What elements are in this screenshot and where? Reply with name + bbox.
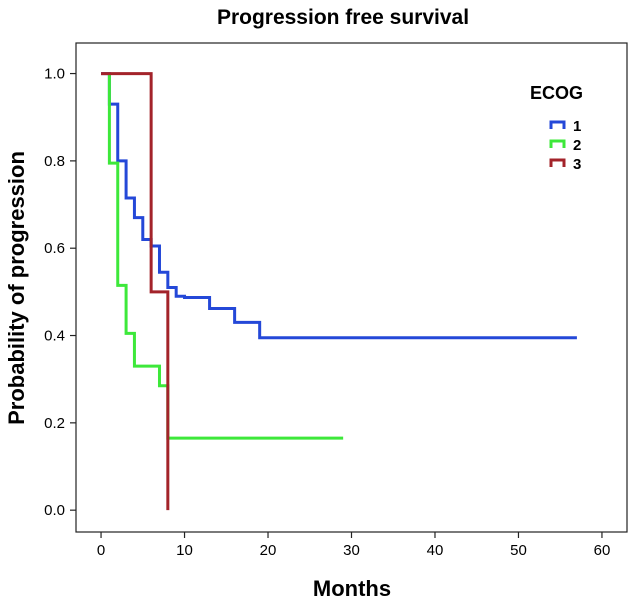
x-axis-ticks: 0 10 20 30 40 50 60: [97, 532, 610, 559]
legend: ECOG 1 2 3: [530, 83, 583, 173]
series-line-ecog-1: [101, 72, 577, 340]
y-tick-label: 1.0: [44, 66, 65, 83]
y-tick-label: 0.0: [44, 502, 65, 519]
legend-swatch-ecog-2: [549, 139, 566, 148]
x-axis-title: Months: [313, 576, 391, 601]
x-tick-label: 10: [176, 542, 193, 559]
legend-label-ecog-2: 2: [573, 137, 581, 154]
y-tick-label: 0.8: [44, 153, 65, 170]
legend-label-ecog-3: 3: [573, 156, 581, 173]
x-tick-label: 50: [510, 542, 527, 559]
y-tick-label: 0.4: [44, 328, 65, 345]
x-tick-label: 20: [260, 542, 277, 559]
y-tick-label: 0.6: [44, 240, 65, 257]
legend-title: ECOG: [530, 83, 583, 103]
x-tick-label: 0: [97, 542, 105, 559]
series-layer: [101, 72, 577, 511]
x-tick-label: 30: [343, 542, 360, 559]
y-axis-ticks: 0.0 0.2 0.4 0.6 0.8 1.0: [44, 66, 76, 519]
legend-swatch-ecog-1: [549, 120, 566, 129]
x-tick-label: 60: [594, 542, 611, 559]
legend-label-ecog-1: 1: [573, 118, 581, 135]
y-axis-title: Probability of progression: [4, 151, 29, 425]
series-line-ecog-3: [101, 72, 170, 511]
chart-title: Progression free survival: [217, 6, 469, 29]
legend-swatch-ecog-3: [549, 158, 566, 167]
series-line-ecog-2: [107, 73, 344, 440]
x-tick-label: 40: [427, 542, 444, 559]
plot-frame: [75, 42, 628, 533]
y-tick-label: 0.2: [44, 415, 65, 432]
